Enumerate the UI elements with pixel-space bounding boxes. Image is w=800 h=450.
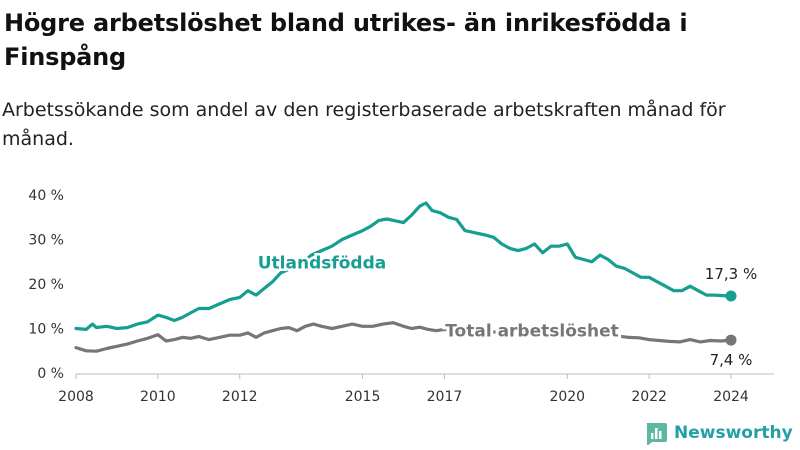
end-value-label: 7,4 % (710, 351, 753, 369)
chart-subtitle: Arbetssökande som andel av den registerb… (2, 99, 726, 150)
series-label-total: Total arbetslöshet (445, 322, 619, 342)
x-tick-label: 2012 (222, 389, 258, 405)
x-tick-label: 2024 (713, 389, 749, 405)
bar-chart-logo-icon (646, 423, 667, 445)
y-tick-label: 20 % (28, 277, 64, 293)
series-end-point-total (725, 334, 737, 346)
chart-title: Högre arbetslöshet bland utrikes- än inr… (4, 9, 688, 71)
brand-name: Newsworthy (674, 423, 793, 443)
x-tick-label: 2010 (140, 389, 176, 405)
x-tick-label: 2020 (549, 389, 585, 405)
end-value-label: 17,3 % (705, 265, 757, 283)
x-tick-label: 2017 (427, 389, 463, 405)
series-label-utlandsfodda: Utlandsfödda (258, 253, 387, 273)
x-tick-label: 2015 (345, 389, 381, 405)
y-tick-label: 30 % (28, 233, 64, 249)
series-line-total (74, 321, 733, 353)
y-tick-label: 40 % (28, 188, 64, 204)
y-tick-label: 0 % (37, 366, 64, 382)
x-tick-label: 2022 (631, 389, 667, 405)
newsworthy-brand: Newsworthy (644, 420, 793, 446)
series-end-point-utlandsfodda (725, 290, 737, 302)
series-line-utlandsfodda (74, 201, 733, 331)
x-tick-label: 2008 (58, 389, 94, 405)
y-tick-label: 10 % (28, 322, 64, 338)
